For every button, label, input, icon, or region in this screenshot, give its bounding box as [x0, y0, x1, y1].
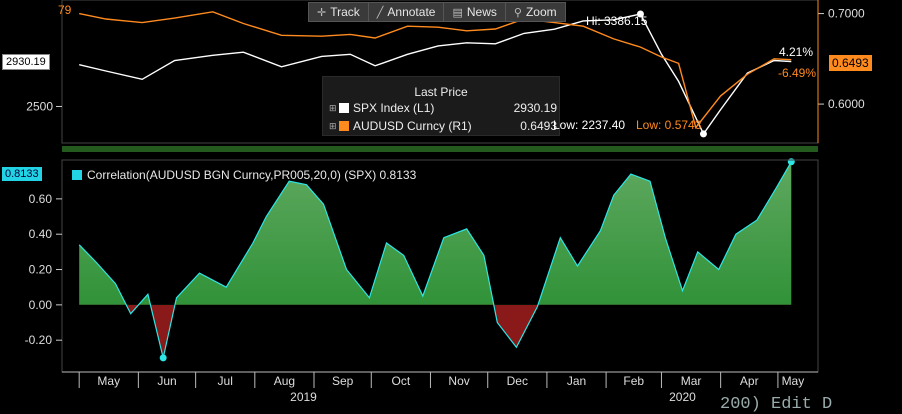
annotate-label: Annotate [387, 5, 436, 19]
spx-change: 4.21% [779, 45, 814, 59]
low-marker [699, 130, 707, 138]
right-axis-tick-label: 0.6000 [828, 97, 865, 111]
correlation-legend: Correlation(AUDUSD BGN Curncy,PR005,20,0… [72, 168, 416, 182]
right-axis-tick-label: 0.7000 [828, 7, 865, 21]
correlation-line [78, 161, 792, 359]
month-label: Feb [623, 374, 644, 388]
month-label: Aug [274, 374, 295, 388]
legend-row-aud[interactable]: ⊞ AUDUSD Curncy (R1) 0.6493 [329, 119, 557, 133]
pencil-icon: ╱ [376, 6, 384, 19]
month-label: May [97, 374, 120, 388]
audusd-line [79, 11, 792, 130]
aud-last-tag: 0.6493 [829, 55, 872, 71]
legend-name-spx: SPX Index (L1) [353, 101, 435, 115]
footer-command[interactable]: 200) Edit D [720, 395, 833, 414]
left-axis-tick-label: 2500 [26, 99, 53, 113]
magnifier-icon: ⚲ [513, 6, 522, 19]
chart-toolbar: ✛ Track ╱ Annotate ▤ News ⚲ Zoom [308, 2, 566, 22]
low-spx-annotation: Low: 2237.40 [553, 118, 626, 132]
correlation-tick-label: 0.00 [29, 298, 53, 312]
correlation-tick-label: 0.20 [29, 263, 53, 277]
month-label: Mar [681, 374, 702, 388]
correlation-title: Correlation(AUDUSD BGN Curncy,PR005,20,0… [87, 168, 417, 182]
legend-value-spx: 2930.19 [513, 101, 557, 115]
legend-swatch-spx [339, 103, 349, 113]
spx-line [79, 13, 792, 136]
news-label: News [466, 5, 497, 19]
last-price-legend: Last Price ⊞ SPX Index (L1) 2930.19 ⊞ AU… [322, 76, 560, 136]
month-label: May [782, 374, 805, 388]
month-label: Jun [157, 374, 176, 388]
zoom-label: Zoom [525, 5, 557, 19]
track-label: Track [330, 5, 360, 19]
correlation-min-marker [159, 354, 167, 362]
correlation-swatch [72, 170, 82, 180]
year-label: 2019 [290, 390, 317, 404]
news-button[interactable]: ▤ News [444, 3, 506, 21]
year-label: 2020 [669, 390, 696, 404]
legend-title: Last Price [414, 85, 468, 99]
legend-swatch-aud [339, 121, 349, 131]
month-label: Jan [567, 374, 586, 388]
legend-row-spx[interactable]: ⊞ SPX Index (L1) 2930.19 [329, 101, 557, 115]
correlation-tick-label: 0.40 [29, 227, 53, 241]
crosshair-icon: ✛ [317, 6, 327, 19]
month-label: Apr [740, 374, 759, 388]
news-icon: ▤ [452, 6, 463, 19]
legend-name-aud: AUDUSD Curncy (R1) [353, 119, 472, 133]
hi-marker [636, 10, 644, 18]
spx-last-tag: 2930.19 [2, 54, 50, 70]
panel-separator [62, 146, 818, 152]
month-label: Dec [507, 374, 528, 388]
month-label: Sep [332, 374, 354, 388]
correlation-tick-label: -0.20 [25, 333, 53, 347]
correlation-last-tag: 0.8133 [2, 167, 42, 181]
legend-value-aud: 0.6493 [520, 119, 557, 133]
aud-change: -6.49% [778, 66, 817, 80]
aud-partial-label: 79 [58, 3, 72, 17]
correlation-last-marker [787, 158, 795, 166]
expand-icon: ⊞ [329, 102, 337, 113]
annotate-button[interactable]: ╱ Annotate [369, 3, 445, 21]
month-label: Jul [218, 374, 233, 388]
zoom-button[interactable]: ⚲ Zoom [506, 3, 565, 21]
month-label: Oct [392, 374, 411, 388]
expand-icon: ⊞ [329, 120, 337, 131]
month-label: Nov [448, 374, 469, 388]
hi-annotation: Hi: 3386.15 [586, 14, 648, 28]
track-button[interactable]: ✛ Track [309, 3, 369, 21]
correlation-tick-label: 0.60 [29, 192, 53, 206]
low-aud-annotation: Low: 0.5743 [636, 118, 702, 132]
